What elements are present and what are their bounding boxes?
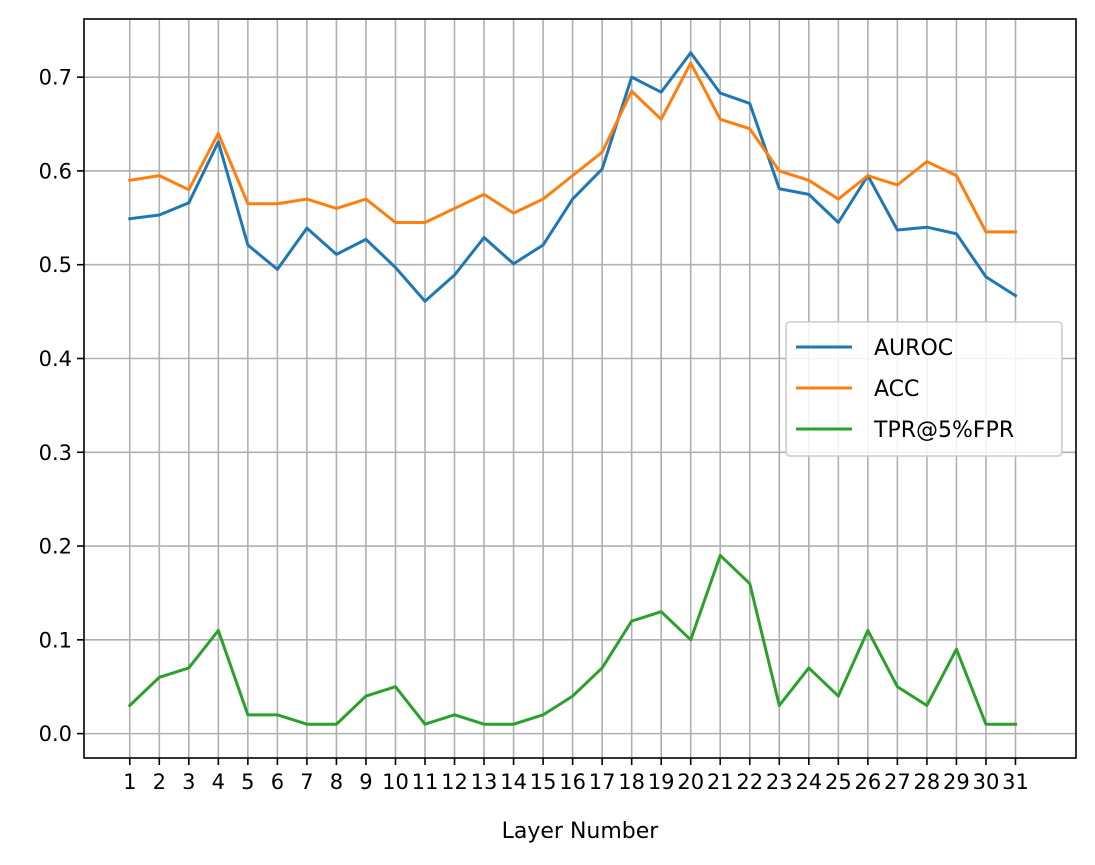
x-tick-label: 17 [589, 770, 616, 794]
x-tick-label: 27 [884, 770, 911, 794]
x-tick-label: 6 [271, 770, 284, 794]
legend-label-tpr-5-fpr: TPR@5%FPR [873, 418, 1014, 443]
series-line-acc [128, 61, 1017, 234]
x-tick-label: 16 [559, 770, 586, 794]
y-axis-ticks: 0.0 0.1 0.2 0.3 0.4 0.5 0.6 0.7 [39, 66, 84, 746]
y-tick-label: 0.2 [39, 535, 72, 559]
x-axis-label: Layer Number [502, 819, 660, 844]
y-tick-label: 0.6 [39, 159, 72, 183]
x-tick-label: 19 [648, 770, 675, 794]
y-tick-label: 0.1 [39, 628, 72, 652]
x-tick-label: 31 [1002, 770, 1029, 794]
plot-frame [83, 18, 1077, 759]
x-tick-label: 12 [441, 770, 468, 794]
series-lines [127, 51, 1018, 726]
x-tick-label: 9 [359, 770, 372, 794]
x-tick-label: 20 [677, 770, 704, 794]
x-tick-label: 21 [707, 770, 734, 794]
y-tick-label: 0.3 [39, 441, 72, 465]
legend-box [785, 321, 1063, 457]
y-tick-label: 0.7 [39, 66, 72, 90]
x-tick-label: 13 [471, 770, 498, 794]
x-tick-label: 25 [825, 770, 852, 794]
x-tick-label: 23 [766, 770, 793, 794]
x-tick-label: 7 [300, 770, 313, 794]
x-tick-label: 15 [530, 770, 557, 794]
x-tick-label: 29 [943, 770, 970, 794]
x-tick-label: 8 [330, 770, 343, 794]
x-tick-label: 5 [241, 770, 254, 794]
x-tick-label: 3 [182, 770, 195, 794]
x-tick-label: 26 [854, 770, 881, 794]
x-tick-label: 4 [212, 770, 225, 794]
x-tick-label: 24 [795, 770, 822, 794]
x-tick-label: 28 [914, 770, 941, 794]
x-tick-label: 14 [500, 770, 527, 794]
legend[interactable]: AUROC ACC TPR@5%FPR [785, 321, 1063, 457]
legend-label-acc: ACC [874, 377, 919, 402]
x-tick-label: 1 [123, 770, 136, 794]
series-line-tpr-5-fpr [127, 553, 1017, 726]
x-tick-label: 22 [736, 770, 763, 794]
x-tick-label: 11 [412, 770, 439, 794]
y-tick-label: 0.0 [39, 722, 72, 746]
y-tick-label: 0.4 [39, 347, 72, 371]
x-tick-label: 18 [618, 770, 645, 794]
x-axis-ticks: 1 2 3 4 5 6 7 8 9 10 11 12 13 14 15 16 17 18 19 20 21 22 23 24 2… [123, 758, 1029, 794]
legend-label-auroc: AUROC [874, 336, 953, 361]
x-tick-label: 30 [973, 770, 1000, 794]
x-tick-label: 2 [153, 770, 166, 794]
x-tick-label: 10 [382, 770, 409, 794]
y-tick-label: 0.5 [39, 253, 72, 277]
